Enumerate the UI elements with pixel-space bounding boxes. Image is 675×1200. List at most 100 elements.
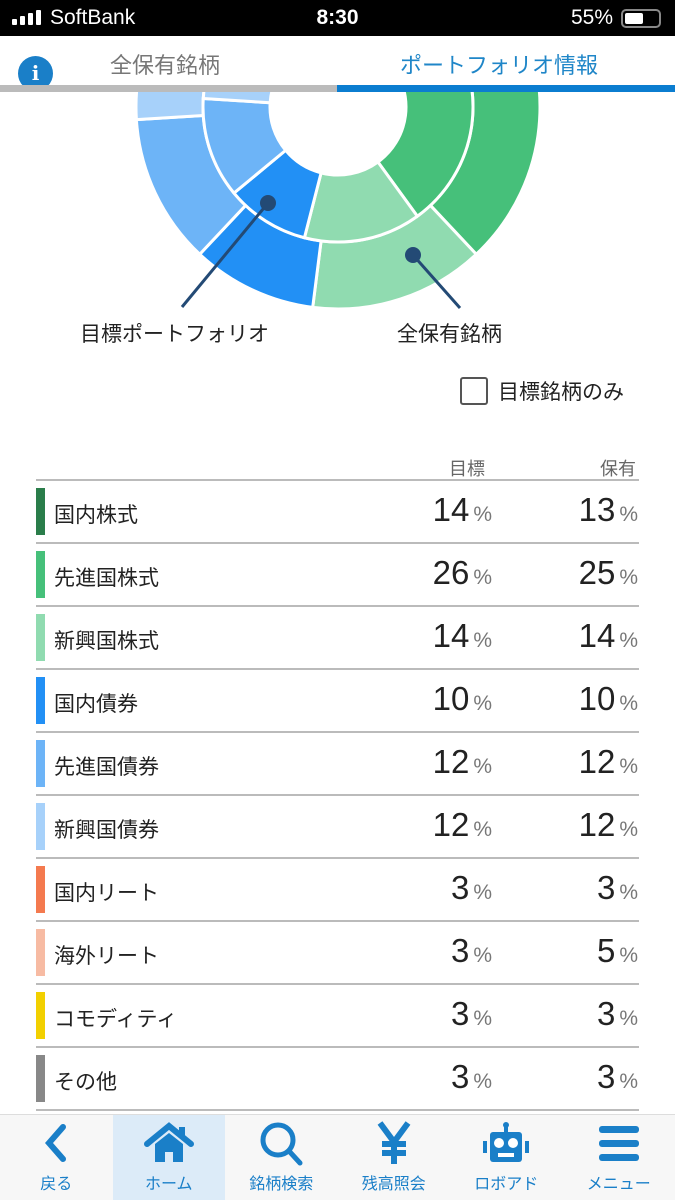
- target-only-checkbox[interactable]: 目標銘柄のみ: [460, 376, 624, 406]
- table-row: 国内債券 10% 10%: [36, 670, 639, 733]
- column-header-holding: 保有: [600, 459, 636, 480]
- target-percent: 12%: [392, 806, 492, 844]
- color-swatch: [36, 740, 45, 787]
- target-percent: 26%: [392, 554, 492, 592]
- nav-search[interactable]: 銘柄検索: [225, 1115, 338, 1200]
- asset-name: 国内債券: [54, 692, 138, 716]
- table-row: その他 3% 3%: [36, 1048, 639, 1111]
- color-swatch: [36, 551, 45, 598]
- holding-value: 14: [578, 617, 616, 654]
- target-value: 12: [432, 743, 470, 780]
- target-percent: 10%: [392, 680, 492, 718]
- target-percent: 3%: [392, 995, 492, 1033]
- checkbox-box[interactable]: [460, 377, 488, 405]
- asset-name: 国内株式: [54, 503, 138, 527]
- holding-percent: 14%: [538, 617, 638, 655]
- clock: 8:30: [316, 6, 359, 29]
- holding-value: 10: [578, 680, 616, 717]
- holding-percent: 25%: [538, 554, 638, 592]
- color-swatch: [36, 488, 45, 535]
- target-percent: 14%: [392, 491, 492, 529]
- unit: %: [619, 944, 638, 967]
- table-row: 新興国株式 14% 14%: [36, 607, 639, 670]
- target-percent: 3%: [392, 869, 492, 907]
- holding-value: 12: [578, 806, 616, 843]
- carrier: SoftBank: [50, 6, 136, 29]
- home-icon: [113, 1115, 226, 1170]
- target-value: 12: [432, 806, 470, 843]
- column-header-target: 目標: [449, 459, 485, 480]
- unit: %: [619, 755, 638, 778]
- tab-portfolio-info[interactable]: ポートフォリオ情報: [400, 54, 599, 79]
- nav-yen[interactable]: 残高照会: [338, 1115, 451, 1200]
- holding-value: 12: [578, 743, 616, 780]
- unit: %: [619, 566, 638, 589]
- outer-ring-label: 全保有銘柄: [397, 322, 502, 346]
- leader-dot: [405, 247, 421, 263]
- nav-back[interactable]: 戻る: [0, 1115, 113, 1200]
- signal-icon: [12, 10, 41, 25]
- unit: %: [619, 881, 638, 904]
- unit: %: [619, 818, 638, 841]
- unit: %: [473, 818, 492, 841]
- holding-value: 25: [578, 554, 616, 591]
- search-icon: [225, 1115, 338, 1170]
- unit: %: [473, 1007, 492, 1030]
- holding-percent: 12%: [538, 806, 638, 844]
- table-row: 先進国債券 12% 12%: [36, 733, 639, 796]
- target-value: 3: [450, 869, 470, 906]
- holding-percent: 3%: [538, 869, 638, 907]
- nav-home[interactable]: ホーム: [112, 1115, 226, 1200]
- holding-value: 3: [596, 995, 616, 1032]
- holding-value: 3: [596, 1058, 616, 1095]
- target-value: 10: [432, 680, 470, 717]
- nav-label: 銘柄検索: [249, 1174, 314, 1193]
- nav-label: 戻る: [40, 1174, 73, 1193]
- target-value: 3: [450, 995, 470, 1032]
- allocation-table: 国内株式 14% 13% 先進国株式 26% 25% 新興国株式 14% 14%…: [36, 479, 639, 1111]
- color-swatch: [36, 803, 45, 850]
- color-swatch: [36, 929, 45, 976]
- tab-indicator-active: [337, 85, 675, 92]
- target-value: 14: [432, 617, 470, 654]
- target-percent: 3%: [392, 1058, 492, 1096]
- nav-label: 残高照会: [361, 1174, 426, 1193]
- asset-name: 先進国株式: [54, 566, 159, 590]
- leader-line: [180, 202, 270, 308]
- unit: %: [473, 881, 492, 904]
- checkbox-label: 目標銘柄のみ: [498, 380, 624, 404]
- holding-value: 3: [596, 869, 616, 906]
- back-icon: [0, 1115, 113, 1170]
- unit: %: [473, 629, 492, 652]
- unit: %: [619, 629, 638, 652]
- bottom-nav: 戻る ホーム 銘柄検索 残高照会 ロボアド メニュー: [0, 1114, 675, 1200]
- unit: %: [619, 1070, 638, 1093]
- unit: %: [473, 1070, 492, 1093]
- color-swatch: [36, 866, 45, 913]
- holding-percent: 13%: [538, 491, 638, 529]
- target-value: 3: [450, 1058, 470, 1095]
- holding-percent: 10%: [538, 680, 638, 718]
- target-percent: 12%: [392, 743, 492, 781]
- unit: %: [473, 566, 492, 589]
- holding-value: 13: [578, 491, 616, 528]
- asset-name: 海外リート: [54, 944, 159, 968]
- holding-percent: 3%: [538, 995, 638, 1033]
- nav-robot[interactable]: ロボアド: [450, 1115, 563, 1200]
- table-row: 国内株式 14% 13%: [36, 481, 639, 544]
- color-swatch: [36, 992, 45, 1039]
- color-swatch: [36, 1055, 45, 1102]
- inner-ring-label: 目標ポートフォリオ: [80, 322, 269, 346]
- holding-value: 5: [596, 932, 616, 969]
- target-value: 3: [450, 932, 470, 969]
- table-row: コモディティ 3% 3%: [36, 985, 639, 1048]
- tab-indicator-inactive: [0, 85, 337, 92]
- unit: %: [473, 503, 492, 526]
- holding-percent: 12%: [538, 743, 638, 781]
- tab-bar: i 全保有銘柄 ポートフォリオ情報: [0, 36, 675, 92]
- asset-name: 新興国株式: [54, 629, 159, 653]
- color-swatch: [36, 677, 45, 724]
- unit: %: [619, 1007, 638, 1030]
- tab-all-holdings[interactable]: 全保有銘柄: [110, 54, 221, 79]
- nav-menu[interactable]: メニュー: [563, 1115, 675, 1200]
